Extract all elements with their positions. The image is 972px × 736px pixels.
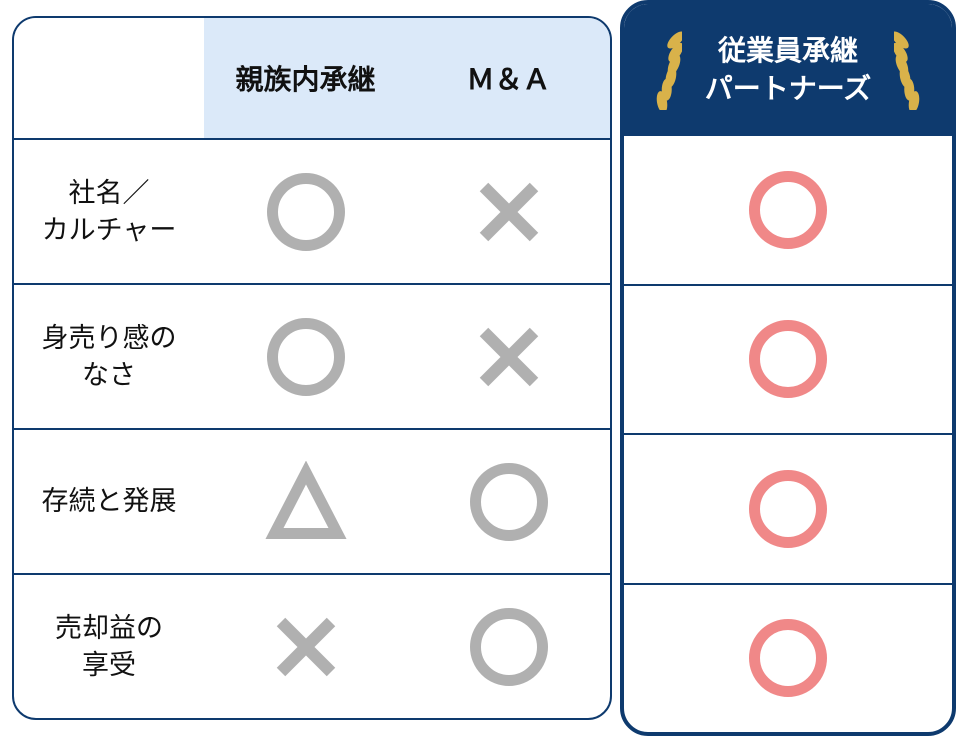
row-label: 売却益の享受 bbox=[14, 575, 204, 718]
featured-body bbox=[624, 136, 952, 732]
table-row: 社名／カルチャー bbox=[14, 138, 610, 283]
column-header-family: 親族内承継 bbox=[204, 18, 407, 138]
laurel-right-icon bbox=[894, 30, 934, 110]
cell-circle-icon bbox=[407, 575, 610, 718]
featured-title: 従業員承継パートナーズ bbox=[705, 32, 872, 108]
table-row: 売却益の享受 bbox=[14, 573, 610, 718]
row-cells bbox=[204, 430, 610, 573]
featured-cell-circle-icon bbox=[624, 136, 952, 284]
featured-column: 従業員承継パートナーズ bbox=[620, 0, 956, 736]
row-label: 社名／カルチャー bbox=[14, 140, 204, 283]
row-cells bbox=[204, 140, 610, 283]
comparison-table: 親族内承継 Ｍ＆Ａ 社名／カルチャー身売り感のなさ存続と発展売却益の享受 bbox=[12, 16, 612, 720]
laurel-left-icon bbox=[642, 30, 682, 110]
table-row: 存続と発展 bbox=[14, 428, 610, 573]
cell-cross-icon bbox=[407, 285, 610, 428]
table-header-row: 親族内承継 Ｍ＆Ａ bbox=[14, 18, 610, 138]
featured-header: 従業員承継パートナーズ bbox=[624, 4, 952, 136]
header-columns: 親族内承継 Ｍ＆Ａ bbox=[204, 18, 610, 138]
cell-circle-icon bbox=[204, 285, 407, 428]
table-row: 身売り感のなさ bbox=[14, 283, 610, 428]
cell-circle-icon bbox=[204, 140, 407, 283]
column-header-ma: Ｍ＆Ａ bbox=[407, 18, 610, 138]
featured-cell-circle-icon bbox=[624, 433, 952, 583]
row-cells bbox=[204, 285, 610, 428]
table-body: 社名／カルチャー身売り感のなさ存続と発展売却益の享受 bbox=[14, 138, 610, 718]
featured-cell-circle-icon bbox=[624, 583, 952, 733]
cell-cross-icon bbox=[204, 575, 407, 718]
cell-triangle-icon bbox=[204, 430, 407, 573]
featured-cell-circle-icon bbox=[624, 284, 952, 434]
row-cells bbox=[204, 575, 610, 718]
row-label: 存続と発展 bbox=[14, 430, 204, 573]
cell-circle-icon bbox=[407, 430, 610, 573]
cell-cross-icon bbox=[407, 140, 610, 283]
row-label: 身売り感のなさ bbox=[14, 285, 204, 428]
header-corner-blank bbox=[14, 18, 204, 138]
